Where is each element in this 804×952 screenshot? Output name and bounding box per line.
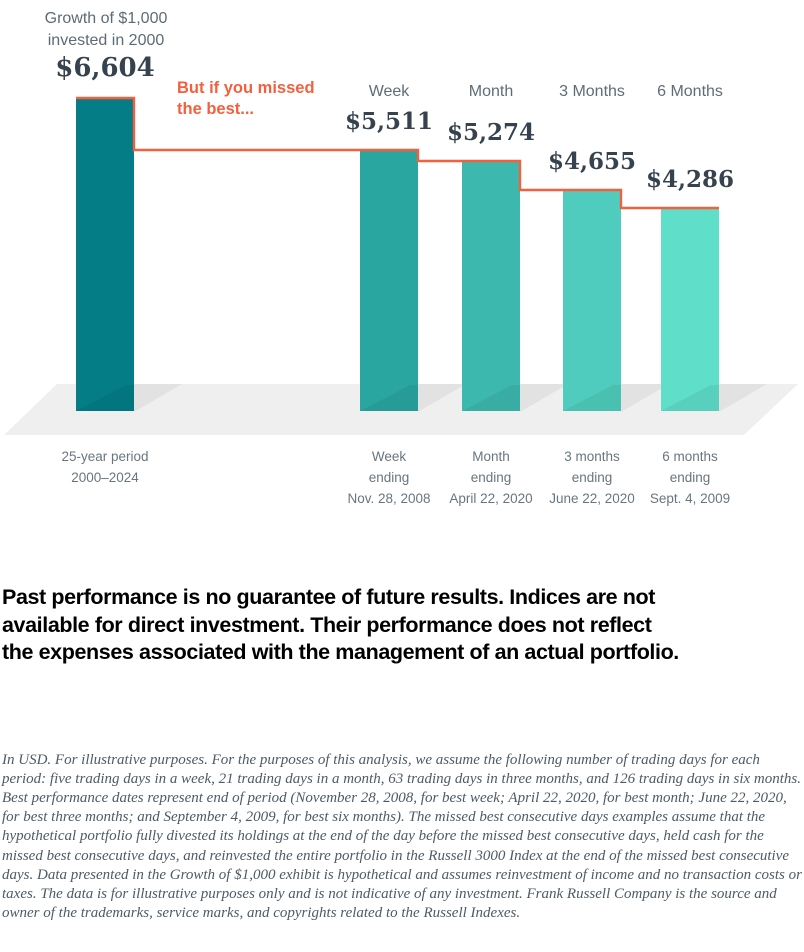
- bar-floor-shadow: [520, 384, 568, 412]
- bar-value-label: $5,511: [344, 108, 434, 135]
- chart-title-line: Growth of $1,000: [44, 10, 168, 27]
- axis-label-line: 2000–2024: [71, 470, 139, 485]
- fineprint-paragraph: In USD. For illustrative purposes. For t…: [2, 751, 802, 922]
- bar-3-months: [563, 190, 621, 411]
- bar-floor-intersection-shade: [76, 385, 134, 411]
- bar-month: [462, 161, 520, 411]
- axis-label-line: ending: [669, 470, 711, 485]
- axis-label-line: Sept. 4, 2009: [649, 491, 731, 506]
- bar-floor-intersection-shade: [661, 385, 719, 411]
- axis-label-line: 25-year period: [61, 449, 149, 464]
- bar-floor-shadow: [418, 384, 466, 412]
- bar-week: [360, 150, 418, 411]
- bar-floor-shadow: [134, 384, 182, 412]
- growth-of-1000-chart: Growth of $1,000 invested in 2000 But if …: [4, 8, 798, 509]
- column-header-6-months: 6 Months: [657, 83, 723, 100]
- axis-label-line: Week: [371, 449, 407, 464]
- bar-value-label: $4,655: [547, 148, 637, 175]
- axis-label-line: June 22, 2020: [549, 491, 635, 506]
- bar-25-year-period: [76, 98, 134, 411]
- bar-value-label: $6,604: [55, 53, 155, 83]
- axis-label-line: 3 months: [564, 449, 620, 464]
- bar-floor-intersection-shade: [563, 385, 621, 411]
- bar-chart-canvas: [4, 96, 798, 435]
- axis-label-25-year-period: 25-year period 2000–2024: [25, 446, 185, 488]
- axis-label-line: 6 months: [662, 449, 718, 464]
- missed-best-annotation-line: But if you missed: [177, 79, 315, 97]
- past-performance-disclaimer-line: Past performance is no guarantee of futu…: [2, 585, 656, 609]
- axis-label-3-months: 3 months ending June 22, 2020: [512, 446, 672, 509]
- axis-label-line: Month: [472, 449, 510, 464]
- missed-best-step-line: [76, 96, 719, 210]
- chart-title-line: invested in 2000: [47, 32, 165, 49]
- bar-floor-intersection-shade: [462, 385, 520, 411]
- missed-best-annotation-line: the best...: [177, 100, 255, 118]
- column-header-week: Week: [368, 83, 410, 100]
- bar-value-label: $4,286: [645, 166, 735, 193]
- missed-best-annotation: But if you missed the best...: [177, 78, 315, 120]
- axis-label-week: Week ending Nov. 28, 2008: [309, 446, 469, 509]
- past-performance-disclaimer-line: available for direct investment. Their p…: [2, 612, 652, 637]
- axis-label-line: ending: [571, 470, 613, 485]
- past-performance-disclaimer: Past performance is no guarantee of futu…: [2, 584, 772, 667]
- bar-floor-shadow: [621, 384, 669, 412]
- column-header-month: Month: [468, 83, 514, 100]
- axis-label-line: Nov. 28, 2008: [347, 491, 431, 506]
- bar-floor-shadow: [719, 384, 767, 412]
- past-performance-disclaimer-line: the expenses associated with the managem…: [2, 640, 679, 664]
- axis-label-month: Month ending April 22, 2020: [411, 446, 571, 509]
- bar-value-label: $5,274: [446, 119, 536, 146]
- chart-title: Growth of $1,000 invested in 2000: [20, 8, 192, 52]
- bar-floor-intersection-shade: [360, 385, 418, 411]
- column-header-3-months: 3 Months: [559, 83, 625, 100]
- axis-label-line: ending: [470, 470, 512, 485]
- bar-6-months: [661, 208, 719, 411]
- axis-label-line: ending: [368, 470, 410, 485]
- axis-label-line: April 22, 2020: [449, 491, 533, 506]
- axis-label-6-months: 6 months ending Sept. 4, 2009: [610, 446, 770, 509]
